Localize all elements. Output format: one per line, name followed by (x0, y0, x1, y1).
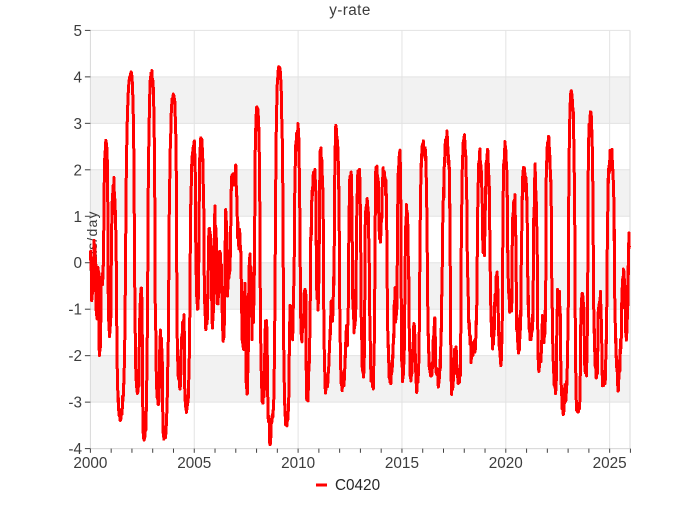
svg-text:2005: 2005 (177, 455, 211, 472)
svg-text:y-rate: y-rate (329, 2, 371, 19)
svg-text:4: 4 (73, 69, 82, 86)
svg-text:3: 3 (73, 116, 82, 133)
svg-text:2015: 2015 (385, 455, 419, 472)
svg-text:2010: 2010 (281, 455, 315, 472)
svg-text:0: 0 (73, 255, 82, 272)
svg-text:-1: -1 (68, 302, 82, 319)
svg-text:-2: -2 (68, 348, 82, 365)
svg-text:-3: -3 (68, 395, 82, 412)
svg-text:2020: 2020 (489, 455, 523, 472)
svg-text:2025: 2025 (593, 455, 627, 472)
svg-text:C0420: C0420 (335, 477, 380, 494)
svg-text:1: 1 (73, 209, 82, 226)
svg-text:2: 2 (73, 162, 82, 179)
svg-text:2000: 2000 (73, 455, 107, 472)
svg-text:5: 5 (73, 23, 82, 40)
svg-text:-4: -4 (68, 441, 82, 458)
